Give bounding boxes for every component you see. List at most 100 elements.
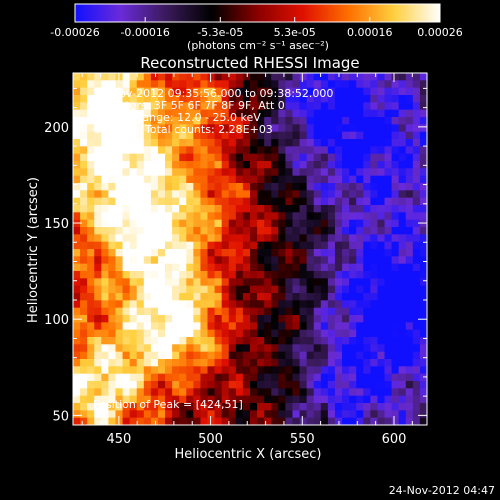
heatmap-cell (250, 351, 258, 360)
heatmap-cell (80, 337, 88, 345)
heatmap-cell (115, 124, 123, 133)
heatmap-cell (228, 271, 237, 279)
heatmap-cell (214, 373, 223, 382)
heatmap-cell (306, 153, 315, 162)
heatmap-cell (363, 337, 371, 345)
heatmap-cell (94, 117, 102, 125)
heatmap-cell (172, 234, 180, 243)
heatmap-cell (292, 315, 300, 323)
heatmap-cell (193, 175, 201, 184)
heatmap-cell (143, 87, 152, 96)
heatmap-cell (129, 256, 138, 265)
heatmap-cell (306, 388, 315, 397)
heatmap-cell (377, 139, 385, 147)
heatmap-cell (193, 315, 201, 323)
heatmap-cell (285, 337, 293, 345)
heatmap-cell (80, 278, 88, 287)
heatmap-cell (370, 124, 378, 133)
heatmap-cell (80, 117, 88, 125)
heatmap-cell (306, 175, 315, 184)
heatmap-cell (94, 249, 102, 257)
heatmap-cell (172, 219, 180, 228)
heatmap-cell (398, 146, 407, 155)
heatmap-cell (285, 315, 293, 323)
heatmap-cell (363, 373, 371, 382)
heatmap-cell (250, 168, 258, 177)
heatmap-cell (292, 117, 300, 125)
heatmap-cell (193, 249, 201, 257)
heatmap-cell (334, 315, 343, 323)
heatmap-cell (419, 131, 428, 140)
heatmap-cell (320, 139, 329, 147)
heatmap-cell (349, 285, 357, 294)
heatmap-cell (285, 359, 293, 367)
heatmap-cell (172, 395, 180, 404)
heatmap-cell (299, 197, 308, 206)
heatmap-cell (108, 263, 116, 272)
heatmap-cell (271, 256, 279, 265)
heatmap-cell (292, 366, 300, 375)
heatmap-cell (412, 175, 421, 184)
heatmap-cell (143, 168, 152, 177)
heatmap-cell (150, 256, 159, 265)
heatmap-cell (207, 293, 215, 301)
heatmap-cell (87, 117, 95, 125)
heatmap-cell (101, 263, 109, 272)
heatmap-cell (306, 87, 315, 96)
heatmap-cell (179, 146, 187, 155)
heatmap-cell (122, 329, 131, 338)
heatmap-cell (235, 109, 244, 118)
heatmap-cell (285, 351, 293, 360)
heatmap-cell (129, 205, 138, 213)
heatmap-cell (157, 329, 166, 338)
heatmap-cell (363, 315, 371, 323)
heatmap-cell (87, 175, 95, 184)
heatmap-cell (200, 359, 208, 367)
heatmap-cell (405, 249, 414, 257)
heatmap-cell (349, 139, 357, 147)
heatmap-cell (370, 87, 378, 96)
heatmap-cell (370, 153, 378, 162)
heatmap-cell (306, 256, 315, 265)
heatmap-cell (108, 161, 116, 169)
heatmap-cell (101, 410, 109, 419)
heatmap-cell (214, 417, 223, 426)
heatmap-cell (405, 153, 414, 162)
heatmap-cell (292, 131, 300, 140)
heatmap-cell (228, 285, 237, 294)
heatmap-cell (207, 80, 215, 89)
heatmap-cell (327, 249, 336, 257)
heatmap-cell (363, 395, 371, 404)
heatmap-cell (257, 388, 265, 397)
heatmap-cell (370, 102, 378, 111)
heatmap-cell (285, 234, 293, 243)
heatmap-cell (136, 315, 145, 323)
heatmap-cell (363, 131, 371, 140)
heatmap-cell (285, 263, 293, 272)
heatmap-cell (150, 212, 159, 221)
heatmap-cell (122, 117, 131, 125)
heatmap-cell (235, 183, 244, 191)
heatmap-cell (221, 329, 230, 338)
heatmap-cell (221, 263, 230, 272)
heatmap-cell (384, 359, 392, 367)
heatmap-cell (108, 307, 116, 316)
heatmap-cell (87, 293, 95, 301)
heatmap-cell (299, 87, 308, 96)
heatmap-cell (356, 87, 364, 96)
heatmap-cell (412, 293, 421, 301)
heatmap-cell (193, 205, 201, 213)
heatmap-cell (285, 300, 293, 309)
heatmap-cell (193, 285, 201, 294)
heatmap-cell (257, 219, 265, 228)
heatmap-cell (73, 153, 81, 162)
heatmap-cell (398, 212, 407, 221)
heatmap-cell (150, 403, 159, 411)
heatmap-cell (271, 388, 279, 397)
heatmap-cell (101, 80, 109, 89)
heatmap-cell (143, 381, 152, 389)
heatmap-cell (122, 263, 131, 272)
heatmap-cell (412, 395, 421, 404)
heatmap-cell (165, 80, 173, 89)
heatmap-cell (377, 410, 385, 419)
